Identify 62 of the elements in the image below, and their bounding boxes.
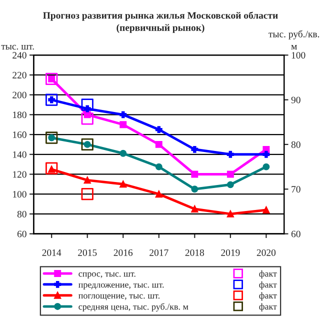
point [226,210,234,218]
point [81,98,94,111]
point [120,150,127,157]
y2-tick-label: 70 [292,186,300,193]
y2-axis-title: тыс. руб./кв. м [268,30,320,50]
legend-label: поглощение, тыс. шт. [78,294,160,300]
legend-label: факт [259,292,277,300]
point [262,206,270,214]
legend-label: спрос, тыс. шт. [78,272,136,279]
x-tick-label: 2018 [185,249,204,256]
point [191,146,198,153]
y-axis-title: тыс. шт. [1,44,34,50]
y2-tick-label: 60 [291,230,300,238]
y-tick-label: 200 [12,92,26,98]
x-tick-label: 2020 [256,249,276,256]
point [46,132,58,144]
point [262,163,270,170]
x-tick-label: 2015 [78,249,97,256]
point [46,94,58,106]
y2-tick-label: 100 [292,52,306,59]
point [262,146,270,153]
y-tick-label: 60 [17,230,26,238]
y-tick-label: 160 [13,131,26,138]
y-tick-label: 100 [13,191,26,198]
point [191,186,198,193]
point [84,176,91,184]
point [226,170,234,178]
y-tick-label: 220 [12,72,26,78]
point [155,140,162,148]
x-tick-label: 2014 [42,249,62,256]
y2-tick-label: 80 [291,141,300,148]
x-tick-label: 2019 [221,249,240,256]
point [81,112,94,125]
legend-label: предложение, тыс. шт. [78,283,164,290]
x-tick-label: 2016 [114,249,133,256]
point [226,181,234,188]
point [191,170,198,178]
y-tick-label: 240 [12,52,26,59]
point [81,188,94,200]
y-tick-label: 80 [17,210,26,218]
point [155,126,162,134]
legend-label: факт [259,281,277,290]
legend-label: факт [259,270,277,279]
point [262,150,270,158]
legend-label: средняя цена, тыс. руб./кв. м [78,303,188,312]
point [155,190,162,198]
y-tick-label: 120 [13,171,26,178]
point [81,138,94,151]
y2-tick-label: 90 [291,96,300,104]
legend-label: факт [259,303,277,312]
point [120,180,127,188]
point [155,163,162,170]
point [191,206,198,212]
chart-title: Прогноз развития рынка жилья Московской области (первичный рынок) [43,12,278,33]
point [46,72,58,86]
y-tick-label: 180 [13,112,26,118]
point [226,150,234,158]
point [120,121,127,128]
point [46,162,58,174]
x-tick-label: 2017 [150,249,168,256]
point [120,111,127,118]
y-tick-label: 140 [13,151,26,158]
